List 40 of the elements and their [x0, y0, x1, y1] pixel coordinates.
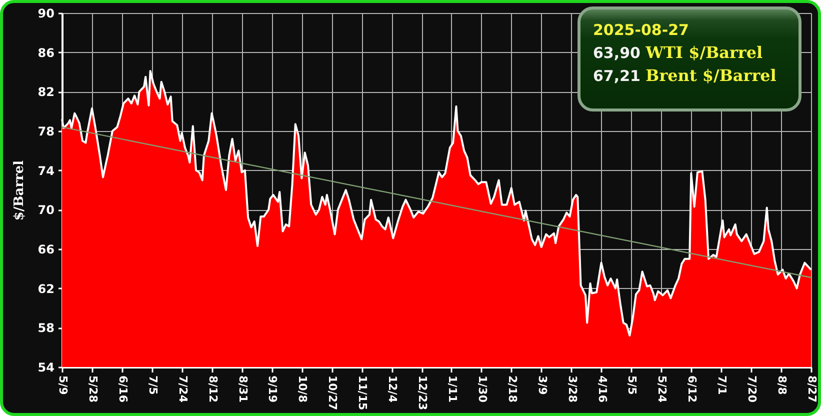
x-tick-label: 5/24	[656, 376, 669, 403]
x-tick-label: 12/23	[416, 376, 430, 410]
annotation: 2025-08-27	[593, 21, 689, 39]
x-tick-label: 8/31	[236, 376, 250, 402]
x-tick-label: 5/9	[56, 376, 70, 395]
x-tick-label: 12/4	[386, 376, 400, 403]
x-tick-label: 3/28	[566, 376, 579, 402]
y-tick-label: 78	[38, 124, 54, 138]
x-tick-label: 7/5	[146, 376, 160, 395]
x-tick-label: 7/24	[176, 376, 190, 403]
x-tick-label: 2/18	[506, 376, 519, 402]
x-tick-label: 3/9	[536, 376, 549, 395]
x-tick-label: 1/11	[446, 376, 459, 402]
annotation: 63,90 WTI $/Barrel	[593, 43, 763, 62]
y-tick-label: 54	[38, 360, 54, 374]
y-tick-label: 62	[38, 282, 54, 296]
annotation: 67,21 Brent $/Barrel	[593, 66, 776, 85]
y-axis-title: $/Barrel	[12, 160, 27, 221]
y-tick-label: 58	[38, 321, 54, 336]
x-tick-label: 8/8	[776, 376, 789, 395]
x-tick-label: 9/19	[266, 376, 280, 402]
x-tick-label: 10/8	[296, 376, 310, 402]
x-tick-label: 11/15	[356, 376, 370, 410]
x-tick-label: 7/20	[746, 376, 759, 403]
y-tick-label: 74	[38, 164, 54, 178]
x-tick-label: 7/1	[716, 376, 729, 395]
x-tick-label: 4/16	[596, 376, 609, 403]
x-tick-label: 6/12	[686, 376, 699, 402]
x-tick-label: 1/30	[476, 376, 489, 403]
x-tick-label: 6/16	[116, 376, 130, 403]
x-tick-label: 8/27	[806, 376, 818, 402]
x-tick-label: 5/5	[626, 376, 639, 395]
y-tick-label: 86	[38, 46, 54, 60]
x-tick-label: 5/28	[86, 376, 100, 402]
x-tick-label: 10/27	[326, 376, 340, 410]
y-tick-label: 82	[38, 85, 54, 100]
y-tick-label: 90	[38, 6, 54, 20]
x-tick-label: 8/12	[206, 376, 220, 402]
y-tick-label: 70	[38, 203, 54, 218]
y-tick-label: 66	[38, 242, 54, 256]
